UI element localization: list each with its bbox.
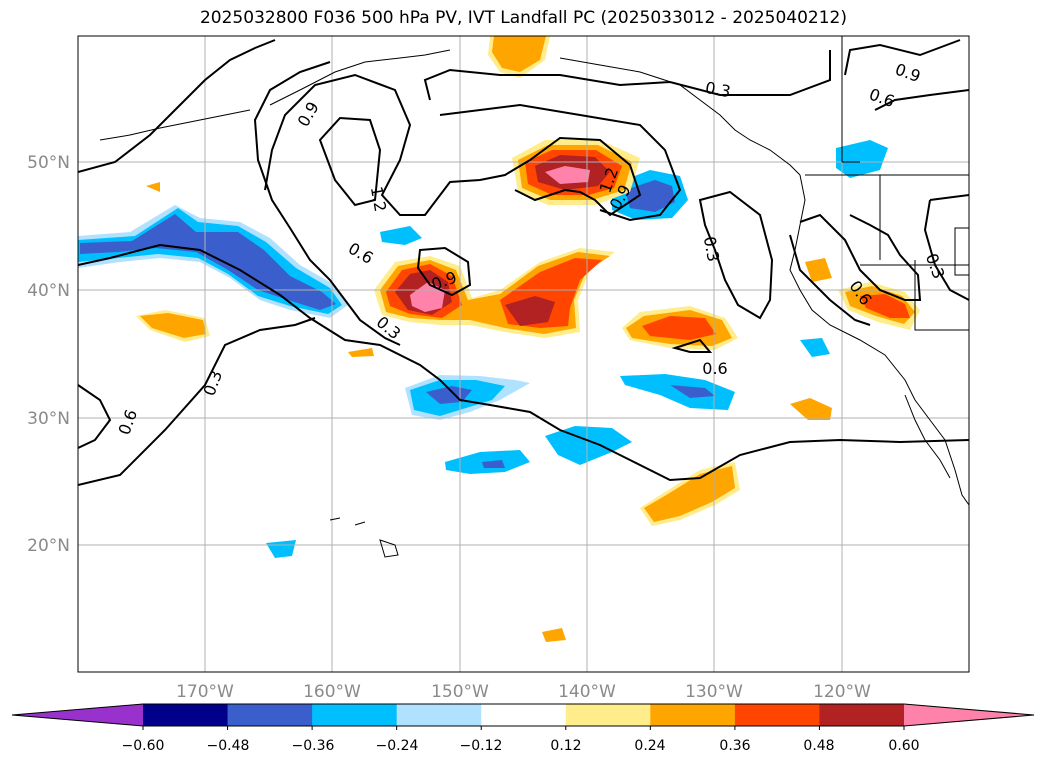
state-borders xyxy=(841,36,969,331)
colorbar-segment xyxy=(312,704,398,726)
contour-line xyxy=(844,39,961,76)
lon-label: 120°W xyxy=(813,682,871,702)
colorbar-label: 0.24 xyxy=(634,738,665,754)
contour-label: 0.3 xyxy=(922,251,949,281)
map-title: 2025032800 F036 500 hPa PV, IVT Landfall… xyxy=(199,8,847,28)
colorbar-label: −0.24 xyxy=(376,738,419,754)
contour-label: 0.3 xyxy=(700,235,723,263)
contour-line xyxy=(423,50,831,101)
contour-line xyxy=(78,317,316,486)
colorbar-segment xyxy=(481,704,567,726)
negative-anomaly-region xyxy=(800,338,830,357)
negative-anomaly-region xyxy=(266,540,296,558)
alaska-panhandle-coast xyxy=(559,57,801,176)
contour-line xyxy=(698,190,774,320)
colorbar-labels: −0.60 −0.48 −0.36 −0.24 −0.12 0.12 0.24 … xyxy=(122,738,920,754)
colorbar-label: −0.60 xyxy=(122,738,165,754)
colorbar-segment xyxy=(227,704,313,726)
positive-anomaly-region xyxy=(146,182,160,192)
negative-anomaly-region xyxy=(836,140,888,178)
contour-line xyxy=(874,89,969,111)
lat-label: 20°N xyxy=(27,536,70,556)
pv-contours xyxy=(78,39,969,486)
contour-line xyxy=(264,73,642,217)
colorbar-label: −0.12 xyxy=(460,738,503,754)
west-coast xyxy=(789,174,969,506)
alaska-coast xyxy=(269,49,451,106)
contour-line xyxy=(78,39,276,173)
positive-anomaly-region xyxy=(492,36,546,72)
lon-label: 130°W xyxy=(685,682,743,702)
contour-label: 0.6 xyxy=(702,359,727,378)
positive-anomaly-region xyxy=(542,628,566,642)
colorbar-extend-max xyxy=(904,704,1034,726)
negative-anomaly-region xyxy=(545,426,632,465)
colorbar xyxy=(11,703,1035,730)
positive-anomaly-region xyxy=(505,296,555,326)
pc-shading xyxy=(78,36,920,642)
coastlines xyxy=(99,36,969,558)
contour-line xyxy=(671,338,713,353)
contour-line xyxy=(416,246,472,297)
colorbar-label: 0.48 xyxy=(803,738,834,754)
colorbar-label: −0.36 xyxy=(292,738,335,754)
colorbar-label: 0.36 xyxy=(719,738,750,754)
state-borders xyxy=(954,227,969,276)
colorbar-label: 0.12 xyxy=(550,738,581,754)
negative-anomaly-region xyxy=(482,460,505,468)
longitude-labels: 170°W 160°W 150°W 140°W 130°W 120°W xyxy=(176,682,871,702)
contour-label: 0.3 xyxy=(704,78,732,101)
contour-line xyxy=(253,61,401,346)
lat-label: 50°N xyxy=(27,153,70,173)
contour-label: 0.6 xyxy=(115,407,142,437)
negative-anomaly-region xyxy=(620,374,735,410)
contour-line xyxy=(318,116,382,207)
positive-anomaly-region xyxy=(860,294,910,318)
colorbar-segment xyxy=(565,704,651,726)
colorbar-segment xyxy=(650,704,736,726)
negative-anomaly-region xyxy=(670,385,715,398)
latitude-labels: 50°N 40°N 30°N 20°N xyxy=(27,153,70,556)
contour-line xyxy=(789,234,871,326)
lon-label: 150°W xyxy=(431,682,489,702)
positive-anomaly-region xyxy=(790,398,832,420)
negative-anomaly-region xyxy=(380,226,422,245)
contour-line xyxy=(923,194,969,301)
graticule xyxy=(78,36,969,672)
lat-label: 30°N xyxy=(27,409,70,429)
colorbar-segment xyxy=(734,704,820,726)
colorbar-label: 0.60 xyxy=(888,738,919,754)
contour-line xyxy=(78,384,112,449)
map-frame xyxy=(77,35,970,673)
negative-anomaly-region xyxy=(80,214,336,310)
lon-label: 160°W xyxy=(303,682,361,702)
baja-california xyxy=(904,394,951,479)
contour-label: 0.6 xyxy=(867,85,897,112)
contour-label: 1.2 xyxy=(367,185,390,213)
colorbar-segment xyxy=(819,704,905,726)
contour-line xyxy=(799,213,922,301)
lat-label: 40°N xyxy=(27,281,70,301)
colorbar-segment xyxy=(143,704,229,726)
hawaii-islands xyxy=(329,517,399,558)
lon-label: 140°W xyxy=(558,682,616,702)
contour-label: 0.3 xyxy=(200,368,227,398)
positive-anomaly-region xyxy=(348,348,374,357)
aleutian-islands xyxy=(99,109,251,141)
contour-line xyxy=(439,103,682,222)
contour-label: 0.6 xyxy=(345,239,377,268)
positive-anomaly-region xyxy=(642,316,716,340)
contour-line xyxy=(78,243,969,482)
positive-anomaly-region xyxy=(805,258,832,282)
positive-anomaly-region xyxy=(644,466,735,522)
colorbar-label: −0.48 xyxy=(207,738,250,754)
positive-anomaly-region xyxy=(140,313,206,338)
contour-label: 0.9 xyxy=(893,60,923,87)
positive-anomaly-region xyxy=(545,166,590,184)
colorbar-extend-min xyxy=(12,704,143,726)
lon-label: 170°W xyxy=(176,682,234,702)
colorbar-segment xyxy=(396,704,482,726)
